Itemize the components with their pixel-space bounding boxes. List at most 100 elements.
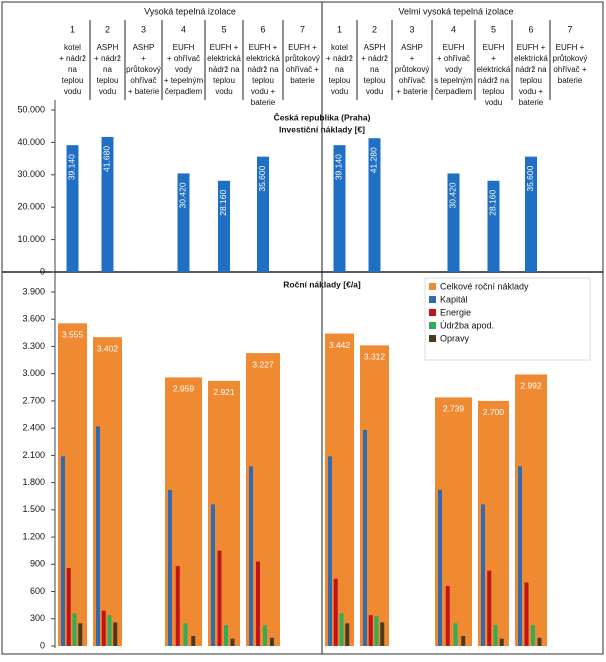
column-number: 5 <box>491 24 496 34</box>
bar <box>363 429 367 646</box>
bar <box>191 636 196 646</box>
column-label: + baterie <box>396 87 428 96</box>
value-label: 3.402 <box>97 343 119 353</box>
column-label: + nádrž <box>361 54 388 63</box>
bar <box>256 561 260 646</box>
value-label: 30.420 <box>178 182 188 208</box>
legend-box <box>424 277 591 361</box>
column-label: EUFH <box>483 43 505 52</box>
column-number: 4 <box>181 24 186 34</box>
column-label: na <box>103 65 112 74</box>
column-label: EUFH + <box>249 43 278 52</box>
column-label: + nádrž <box>326 54 353 63</box>
y-tick-label: 0 <box>40 640 45 650</box>
column-label: elektrická <box>246 54 280 63</box>
bar <box>78 623 83 646</box>
y-tick-label: 2.700 <box>22 395 45 405</box>
bar <box>101 610 106 646</box>
column-label: + nádrž <box>94 54 121 63</box>
value-label: 39.140 <box>67 154 77 180</box>
column-label: vodu <box>331 87 348 96</box>
column-label: průtokový <box>126 65 161 74</box>
y-tick-label: 50.000 <box>17 104 45 114</box>
bar <box>66 145 79 272</box>
legend-swatch <box>429 283 436 290</box>
bar <box>107 615 112 646</box>
group-title: Vysoká tepelná izolace <box>144 6 236 16</box>
bar <box>345 623 350 646</box>
bar <box>524 582 529 646</box>
y-tick-label: 40.000 <box>17 137 45 147</box>
bar <box>531 625 535 646</box>
legend-swatch <box>429 335 436 342</box>
column-number: 1 <box>337 24 342 34</box>
y-tick-label: 1.200 <box>22 531 45 541</box>
value-label: 41.280 <box>369 147 379 173</box>
bar <box>461 636 466 646</box>
column-label: + tepelným <box>164 76 204 85</box>
y-tick-label: 2.400 <box>22 423 45 433</box>
column-label: EUFH + <box>556 43 585 52</box>
column-label: kotel <box>64 43 81 52</box>
bar <box>339 613 344 646</box>
column-label: průtokový <box>553 54 588 63</box>
column-label: + <box>491 54 496 63</box>
column-label: na <box>68 65 77 74</box>
chart-title: Investiční náklady [€] <box>279 124 365 134</box>
bar <box>257 156 269 272</box>
bar <box>487 570 492 646</box>
y-tick-label: 2.100 <box>22 450 45 460</box>
value-label: 28.160 <box>488 189 498 215</box>
bar <box>183 623 188 646</box>
column-label: ASHP <box>133 43 155 52</box>
bar <box>217 550 222 646</box>
value-label: 3.555 <box>62 330 84 340</box>
column-label: teplou <box>213 76 235 85</box>
column-label: teplou <box>329 76 351 85</box>
chart-title: Roční náklady [€/a] <box>283 279 361 289</box>
legend-swatch <box>429 309 436 316</box>
column-label: vody <box>445 65 462 74</box>
value-label: 2.992 <box>520 381 542 391</box>
column-number: 2 <box>105 24 110 34</box>
column-label: teplou <box>520 76 542 85</box>
column-number: 3 <box>409 24 414 34</box>
column-label: vodu <box>215 87 232 96</box>
column-label: ohřívač + <box>553 65 586 74</box>
column-label: + <box>141 54 146 63</box>
column-label: nádrž na <box>247 65 279 74</box>
legend-label: Opravy <box>440 333 470 343</box>
column-label: vodu + <box>519 87 544 96</box>
value-label: 2.959 <box>173 384 195 394</box>
value-label: 39.140 <box>334 154 344 180</box>
column-label: + <box>410 54 415 63</box>
column-number: 4 <box>451 24 456 34</box>
bar <box>230 638 235 646</box>
column-label: kotel <box>331 43 348 52</box>
bar <box>453 623 458 646</box>
column-label: + ohřívač <box>167 54 200 63</box>
bar <box>487 180 500 272</box>
bar <box>328 456 332 646</box>
column-label: EUFH + <box>288 43 317 52</box>
bar <box>493 625 498 646</box>
bar <box>224 625 228 646</box>
value-label: 2.921 <box>213 387 235 397</box>
legend-swatch <box>429 296 436 303</box>
y-tick-label: 1.800 <box>22 477 45 487</box>
y-tick-label: 600 <box>30 586 45 596</box>
column-label: nádrž na <box>478 76 510 85</box>
column-number: 6 <box>528 24 533 34</box>
y-tick-label: 20.000 <box>17 202 45 212</box>
bar <box>177 173 190 272</box>
column-label: + baterie <box>128 87 160 96</box>
column-label: teplou <box>483 87 505 96</box>
column-label: čerpadlem <box>435 87 473 96</box>
column-label: nádrž na <box>515 65 547 74</box>
legend-label: Celkové roční náklady <box>440 281 529 291</box>
y-tick-label: 30.000 <box>17 169 45 179</box>
group-title: Velmi vysoká tepelná izolace <box>398 6 513 16</box>
y-tick-label: 1.500 <box>22 504 45 514</box>
value-label: 3.312 <box>364 352 386 362</box>
